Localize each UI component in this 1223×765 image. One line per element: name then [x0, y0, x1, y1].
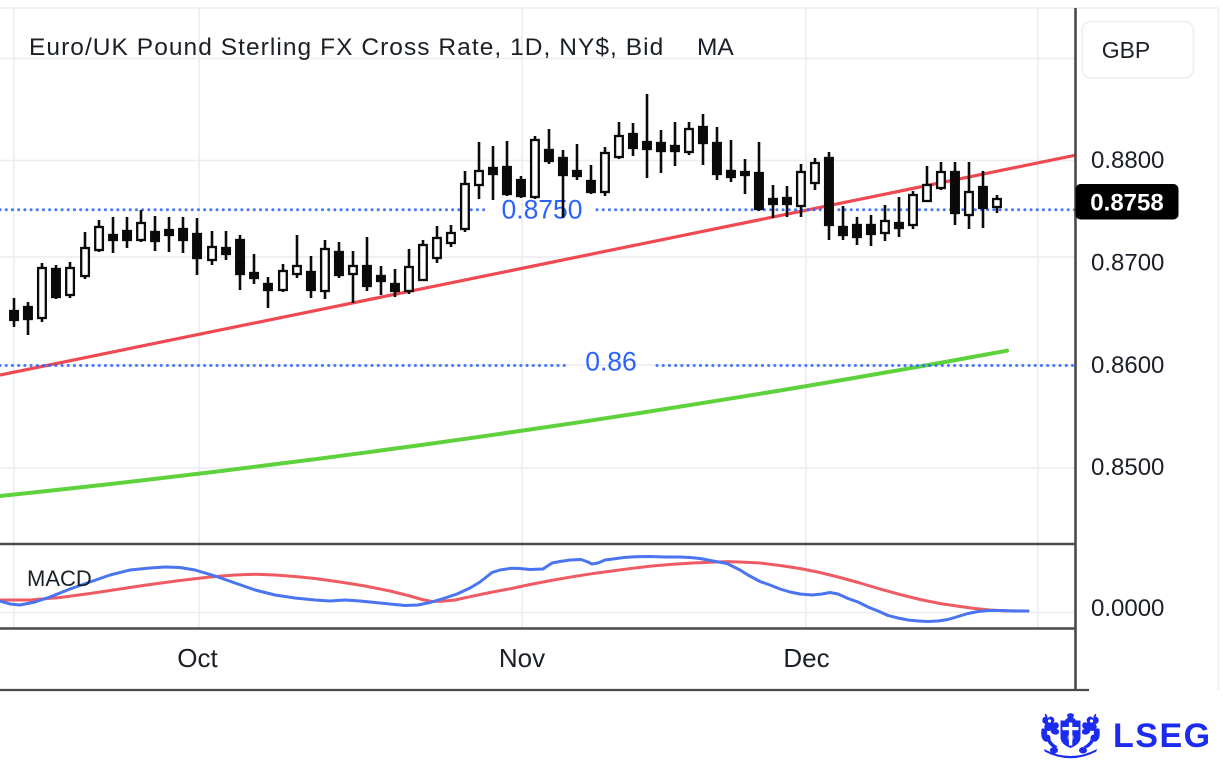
- svg-text:0.8700: 0.8700: [1091, 249, 1164, 276]
- svg-text:0.8600: 0.8600: [1091, 352, 1164, 379]
- svg-text:0.8800: 0.8800: [1091, 147, 1164, 174]
- svg-text:Dec: Dec: [783, 643, 829, 673]
- svg-text:GBP: GBP: [1102, 37, 1151, 63]
- svg-text:0.8500: 0.8500: [1091, 454, 1164, 481]
- svg-text:0.0000: 0.0000: [1091, 595, 1164, 622]
- svg-text:0.8758: 0.8758: [1090, 190, 1163, 217]
- svg-text:0.8750: 0.8750: [501, 195, 582, 225]
- svg-text:0.86: 0.86: [585, 347, 637, 377]
- svg-text:Oct: Oct: [177, 643, 218, 673]
- svg-text:LSEG: LSEG: [1113, 717, 1212, 755]
- svg-text:Euro/UK Pound Sterling FX Cros: Euro/UK Pound Sterling FX Cross Rate, 1D…: [29, 34, 664, 61]
- svg-text:Nov: Nov: [499, 643, 545, 673]
- svg-text:MACD: MACD: [27, 566, 92, 591]
- svg-text:MA: MA: [697, 34, 734, 61]
